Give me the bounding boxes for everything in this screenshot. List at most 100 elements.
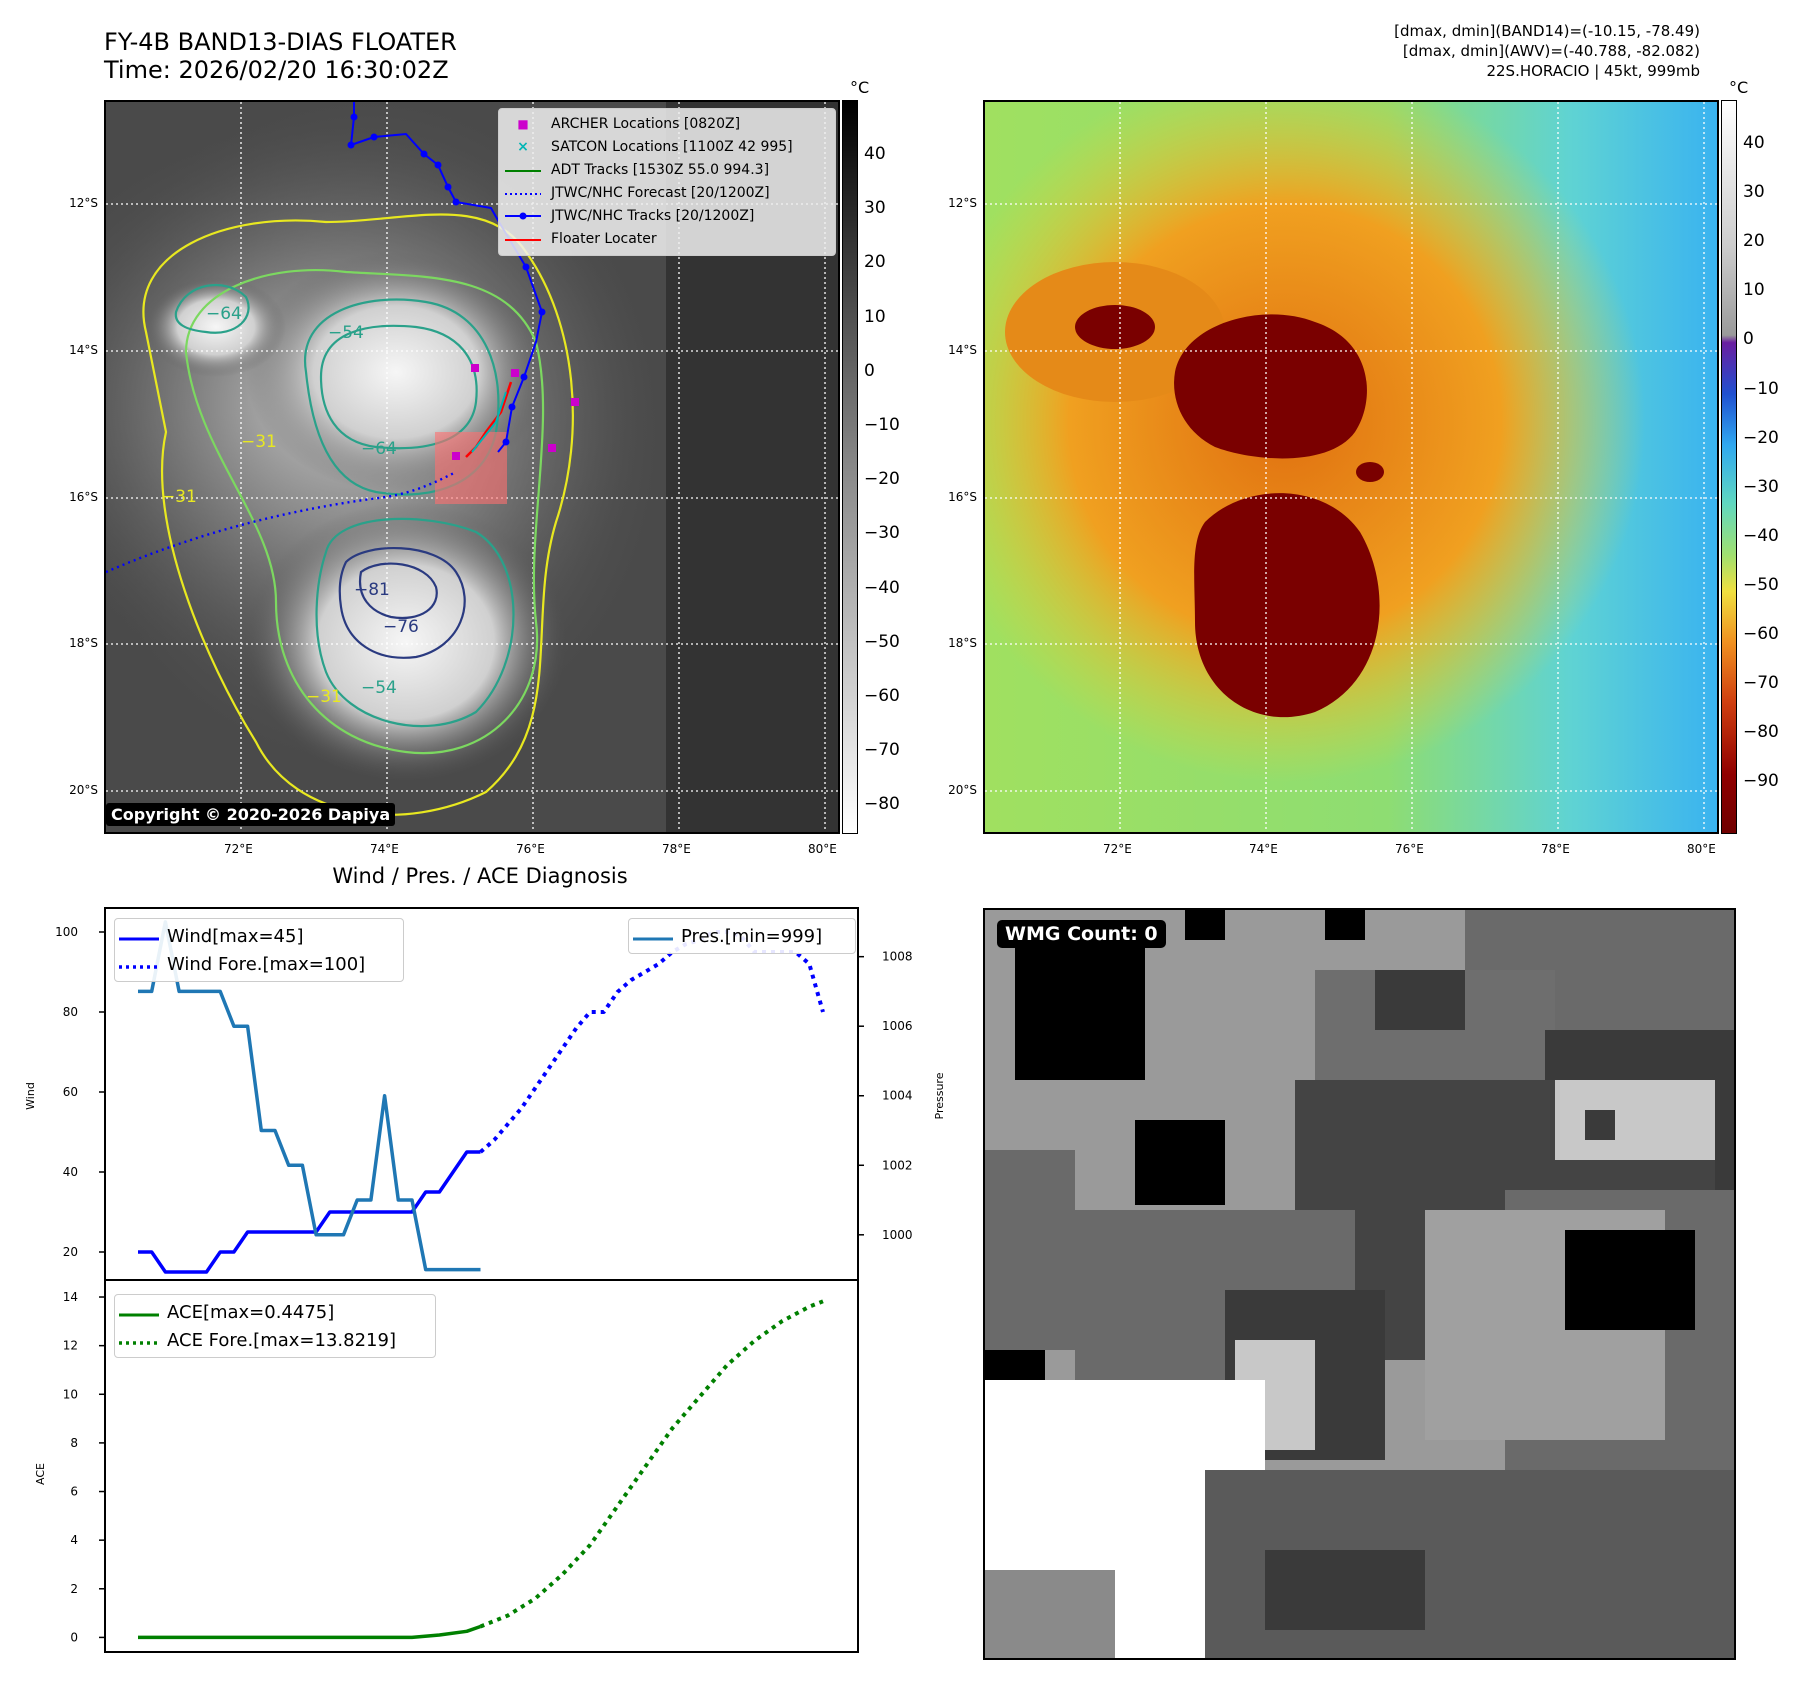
axis-tick-label: 2: [70, 1582, 78, 1596]
ace-axis-ticks: 0 2 4 6 8 10 12 14: [63, 1290, 105, 1644]
axis-tick-label: 80: [63, 1005, 78, 1019]
wmg-block: [1585, 1110, 1615, 1140]
right-lat-label: 14°S: [948, 343, 977, 357]
floater-line-icon: [503, 228, 543, 251]
floater-locater-box: [435, 432, 507, 504]
gray-colorbar-tick: −80: [864, 794, 900, 815]
contour-label: −31: [306, 687, 342, 707]
contour-label: −54: [328, 323, 364, 343]
color-satellite-map: [983, 100, 1719, 834]
legend-label: Floater Locater: [551, 231, 657, 247]
color-colorbar-tick: −50: [1743, 574, 1779, 595]
legend-row-ace: ACE[max=0.4475]: [119, 1298, 431, 1326]
satcon-track: [471, 391, 507, 453]
awv-minmax: [dmax, dmin](AWV)=(-40.788, -82.082): [1402, 42, 1700, 60]
color-colorbar-tick: 30: [1743, 182, 1765, 203]
color-colorbar-tick: 40: [1743, 133, 1765, 153]
archer-marker-icon: ■: [517, 117, 529, 131]
southern-cold-core: [1194, 493, 1380, 718]
gray-colorbar-tick: −70: [864, 740, 900, 761]
gray-colorbar-tick: 0: [864, 360, 875, 381]
left-lat-label: 18°S: [69, 636, 98, 650]
diagnosis-chart: 20 40 60 80 100 1000 1002 1004 1006 1008 0 2 4 6 8 10…: [24, 907, 946, 1653]
legend-row-wind-forecast: Wind Fore.[max=100]: [119, 950, 399, 978]
contour-label: −31: [161, 487, 197, 507]
legend-row-floater: Floater Locater: [503, 228, 831, 251]
ace-forecast-line-icon: [119, 1329, 159, 1352]
axis-tick-label: 12: [63, 1339, 78, 1353]
ace-legend: ACE[max=0.4475] ACE Fore.[max=13.8219]: [114, 1294, 436, 1358]
legend-row-jtwc-forecast: JTWC/NHC Forecast [20/1200Z]: [503, 182, 831, 205]
wmg-block: [1325, 910, 1365, 940]
western-cold-top: [1075, 305, 1155, 349]
contour-minus64: [319, 324, 478, 450]
left-lat-label: 16°S: [69, 490, 98, 504]
gray-colorbar-unit: °C: [850, 78, 870, 97]
wmg-block: [1265, 1550, 1425, 1630]
gray-colorbar-tick: −40: [864, 577, 900, 598]
wmg-block: [1375, 970, 1465, 1030]
color-colorbar-tick: −40: [1743, 525, 1779, 546]
wmg-block: [1135, 1120, 1225, 1205]
gray-colorbar-tick: −10: [864, 415, 900, 435]
right-lon-label: 76°E: [1395, 842, 1424, 856]
legend-label: Pres.[min=999]: [681, 925, 823, 947]
contour-minus76: [338, 547, 466, 659]
legend-label: SATCON Locations [1100Z 42 995]: [551, 139, 793, 155]
right-lon-label: 74°E: [1249, 842, 1278, 856]
legend-row-wind: Wind[max=45]: [119, 922, 399, 950]
pressure-axis-ticks: 1000 1002 1004 1006 1008: [858, 950, 913, 1242]
archer-markers: [452, 364, 579, 460]
contour-minus31: [142, 213, 574, 816]
gray-colorbar-tick: −20: [864, 469, 900, 490]
forecast-line-icon: [503, 182, 543, 205]
legend-row-archer: ■ ARCHER Locations [0820Z]: [503, 113, 831, 136]
gray-colorbar-tick: 40: [864, 144, 886, 164]
track-line-icon: [503, 205, 543, 228]
color-colorbar-tick: −60: [1743, 624, 1779, 644]
legend-label: ACE[max=0.4475]: [167, 1301, 335, 1323]
contour-label: −64: [361, 439, 397, 459]
right-lon-label: 72°E: [1103, 842, 1132, 856]
small-cold-cell: [1356, 462, 1384, 482]
wind-line: [138, 1150, 481, 1274]
color-map-drawing: [985, 102, 1717, 832]
pressure-line-icon: [633, 925, 673, 948]
axis-tick-label: 1006: [882, 1019, 913, 1033]
ace-line-icon: [119, 1301, 159, 1324]
pressure-legend: Pres.[min=999]: [628, 918, 856, 954]
wmg-block: [1185, 910, 1225, 940]
band14-minmax: [dmax, dmin](BAND14)=(-10.15, -78.49): [1394, 22, 1700, 40]
jtwc-best-track: [349, 102, 544, 453]
color-map-grid: [985, 102, 1717, 832]
axis-tick-label: 20: [63, 1245, 78, 1259]
color-colorbar-tick: −80: [1743, 722, 1779, 743]
ace-axis-label: ACE: [34, 1463, 47, 1485]
axis-tick-label: 0: [70, 1630, 78, 1644]
left-lat-label: 20°S: [69, 783, 98, 797]
contour-label: −64: [206, 304, 242, 324]
storm-info: 22S.HORACIO | 45kt, 999mb: [1486, 62, 1700, 80]
northern-cold-core: [1174, 314, 1367, 459]
right-lon-label: 80°E: [1687, 842, 1716, 856]
pressure-axis-label: Pressure: [933, 1072, 946, 1119]
legend-label: JTWC/NHC Forecast [20/1200Z]: [551, 185, 770, 201]
left-lat-label: 12°S: [69, 196, 98, 210]
adt-line-icon: [503, 159, 543, 182]
color-colorbar-tick: −90: [1743, 771, 1779, 792]
axis-tick-label: 1000: [882, 1228, 913, 1242]
legend-label: ACE Fore.[max=13.8219]: [167, 1329, 396, 1351]
gray-colorbar-tick: −50: [864, 631, 900, 652]
track-legend: ■ ARCHER Locations [0820Z] × SATCON Loca…: [498, 108, 836, 256]
gray-colorbar: [842, 100, 858, 834]
jtwc-track-points: [347, 113, 546, 446]
southern-convection: [246, 502, 566, 782]
legend-label: Wind[max=45]: [167, 925, 304, 947]
color-colorbar-tick: −70: [1743, 673, 1779, 694]
color-colorbar-tick: −20: [1743, 427, 1779, 448]
legend-row-pressure: Pres.[min=999]: [633, 922, 851, 950]
wind-axis-label: Wind: [24, 1082, 37, 1110]
left-lon-label: 78°E: [662, 842, 691, 856]
wmg-block: [1565, 1230, 1695, 1330]
right-lat-label: 16°S: [948, 490, 977, 504]
